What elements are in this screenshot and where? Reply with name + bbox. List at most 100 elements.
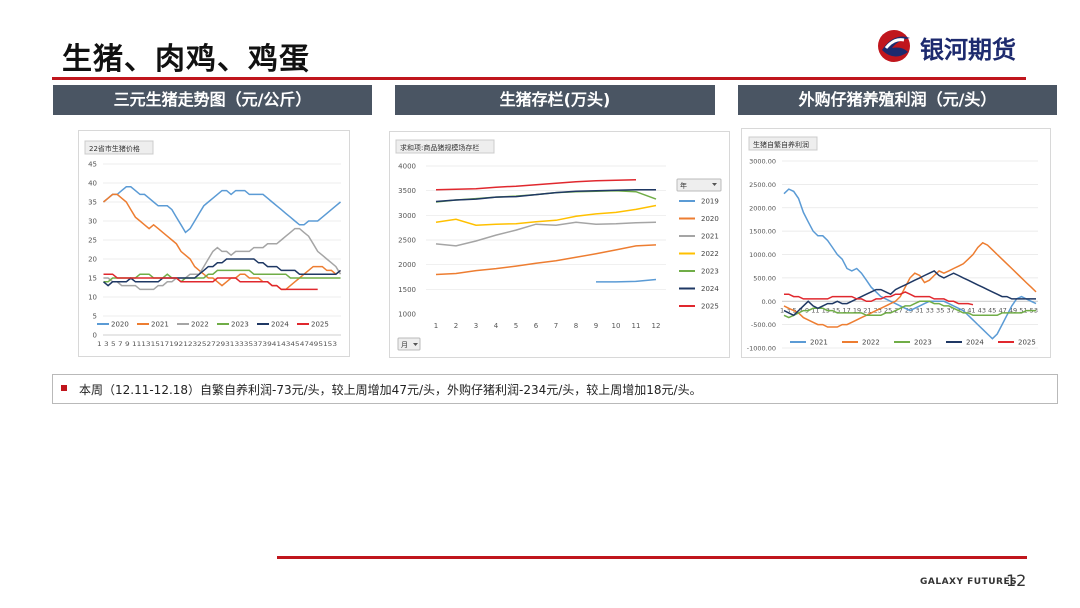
y-tick-label: 3500 — [398, 187, 416, 195]
legend-label-2022: 2022 — [191, 321, 209, 329]
series-line-2023 — [103, 269, 341, 283]
chart-title: 求和项:商品猪规模场存栏 — [400, 143, 479, 152]
y-tick-label: 2500.00 — [749, 181, 776, 189]
x-tick-label: 6 — [534, 322, 539, 330]
series-line-2021 — [783, 188, 1037, 340]
series-line-2021 — [435, 221, 657, 247]
legend-label-2023: 2023 — [701, 268, 719, 276]
legend-label-2022: 2022 — [701, 250, 719, 258]
y-tick-label: 40 — [88, 180, 97, 188]
chart-panel-piglet-profit: 生猪自繁自养利润 -1000.00 -500.00 0.00 500.00 1000.00… — [741, 128, 1051, 358]
legend-label-2021: 2021 — [151, 321, 169, 329]
footer-brand: GALAXY FUTURES — [920, 577, 1018, 587]
legend-label-2024: 2024 — [271, 321, 289, 329]
y-tick-label: 2500 — [398, 237, 416, 245]
page-number: 12 — [1006, 571, 1027, 590]
series-line-2024 — [783, 270, 1036, 317]
section-header-hog-price: 三元生猪走势图（元/公斤） — [53, 85, 372, 115]
chart-title: 生猪自繁自养利润 — [753, 140, 809, 149]
series-line-2025 — [103, 273, 318, 291]
y-tick-label: 0.00 — [762, 298, 776, 306]
legend-label-2024: 2024 — [701, 285, 719, 293]
legend-label-2020: 2020 — [111, 321, 129, 329]
x-tick-label: 4 — [494, 322, 499, 330]
chart-panel-hog-inventory: 求和项:商品猪规模场存栏 1000 1500 2000 2500 3000 3500 4000… — [389, 131, 730, 358]
section-header-hog-inventory: 生猪存栏(万头) — [395, 85, 715, 115]
y-tick-label: 2000 — [398, 261, 416, 269]
x-tick-label: 12 — [652, 322, 661, 330]
legend-label-2021: 2021 — [701, 233, 719, 241]
series-line-2025 — [784, 291, 974, 306]
y-tick-label: -500.00 — [751, 321, 776, 329]
month-filter-button — [397, 337, 421, 351]
legend-label-2023: 2023 — [914, 339, 932, 347]
y-tick-label: 3000.00 — [749, 158, 776, 166]
legend-label-2024: 2024 — [966, 339, 984, 347]
legend-label-2023: 2023 — [231, 321, 249, 329]
y-tick-label: 1500.00 — [749, 228, 776, 236]
series-line-2024 — [103, 258, 341, 287]
filter-dropdown-icon — [712, 183, 717, 186]
series-line-2023 — [435, 189, 657, 203]
galaxy-logo-icon — [878, 30, 910, 62]
y-tick-label: 0 — [93, 332, 97, 340]
x-tick-label: 1 — [434, 322, 438, 330]
series-line-2020 — [103, 186, 341, 234]
y-tick-label: 25 — [88, 237, 97, 245]
y-tick-label: 1000.00 — [749, 251, 776, 259]
hog-inventory-chart: 求和项:商品猪规模场存栏 1000 1500 2000 2500 3000 3500 4000… — [395, 139, 722, 351]
series-line-2023 — [783, 300, 1036, 319]
page-title: 生猪、肉鸡、鸡蛋 — [62, 42, 310, 77]
y-tick-label: 1000 — [398, 311, 416, 319]
x-tick-label: 5 — [514, 322, 518, 330]
chart-panel-hog-price: 22省市生猪价格 0 5 10 15 20 25 30 35 40 45 1 3 5 7 9 1113… — [78, 130, 350, 357]
y-tick-label: 20 — [88, 256, 97, 264]
weekly-note: 本周（12.11-12.18）自繁自养利润-73元/头，较上周增加47元/头，外… — [52, 374, 1058, 404]
month-filter-label: 月 — [401, 341, 408, 349]
y-tick-label: 45 — [88, 161, 97, 169]
footer-divider — [277, 556, 1027, 559]
series-line-2022 — [435, 204, 657, 226]
x-tick-label: 8 — [574, 322, 578, 330]
y-tick-label: 500.00 — [753, 274, 776, 282]
y-tick-label: 10 — [88, 294, 97, 302]
x-tick-label: 9 — [594, 322, 598, 330]
y-tick-label: 5 — [93, 313, 97, 321]
series-line-2021 — [103, 193, 341, 291]
legend-label-2022: 2022 — [862, 339, 880, 347]
title-divider — [52, 77, 1026, 80]
year-filter-button — [676, 178, 722, 192]
legend-label-2019: 2019 — [701, 198, 719, 206]
section-header-piglet-profit: 外购仔猪养殖利润（元/头） — [738, 85, 1057, 115]
series-line-2025 — [435, 179, 637, 191]
series-line-2020 — [435, 244, 657, 276]
y-tick-label: 15 — [88, 275, 97, 283]
x-tick-label: 10 — [612, 322, 621, 330]
y-tick-label: 35 — [88, 199, 97, 207]
filter-dropdown-icon — [413, 343, 418, 346]
legend-label-2020: 2020 — [701, 215, 719, 223]
legend-label-2025: 2025 — [311, 321, 329, 329]
legend-label-2025: 2025 — [701, 303, 719, 311]
x-tick-labels: 1 3 5 7 9 111315171921232527293133353739… — [97, 341, 337, 348]
y-tick-label: 3000 — [398, 212, 416, 220]
y-tick-label: 1500 — [398, 286, 416, 294]
chart-title-box — [395, 139, 495, 154]
series-line-2019 — [596, 278, 657, 283]
legend-label-2025: 2025 — [1018, 339, 1036, 347]
y-tick-label: 30 — [88, 218, 97, 226]
brand-logo: 银河期货 — [876, 28, 1036, 64]
y-tick-label: 2000.00 — [749, 204, 776, 212]
series-line-2022 — [103, 227, 342, 291]
y-tick-label: 4000 — [398, 163, 416, 171]
brand-name: 银河期货 — [920, 36, 1016, 64]
chart-title-box — [84, 140, 154, 155]
legend-label-2021: 2021 — [810, 339, 828, 347]
x-tick-label: 11 — [632, 322, 641, 330]
x-tick-label: 2 — [454, 322, 458, 330]
series-line-2022 — [783, 241, 1037, 328]
year-filter-label: 年 — [680, 181, 687, 190]
bullet-icon — [61, 385, 67, 391]
chart-title: 22省市生猪价格 — [89, 144, 140, 153]
